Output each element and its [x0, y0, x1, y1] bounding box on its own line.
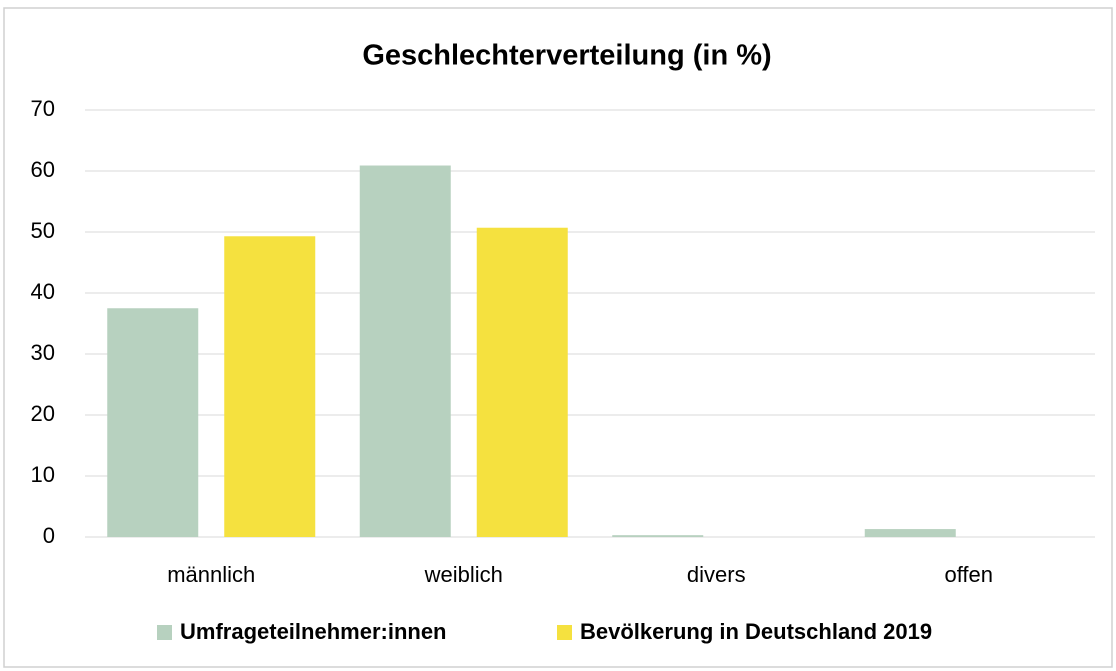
- bar: [476, 227, 568, 538]
- x-tick-label: divers: [687, 562, 746, 587]
- legend-swatch: [557, 625, 572, 640]
- x-tick-label: offen: [944, 562, 993, 587]
- x-tick-label: weiblich: [424, 562, 503, 587]
- x-tick-label: männlich: [167, 562, 255, 587]
- y-tick-label: 10: [31, 462, 55, 487]
- y-tick-label: 30: [31, 340, 55, 365]
- y-tick-label: 40: [31, 279, 55, 304]
- y-tick-label: 50: [31, 218, 55, 243]
- y-tick-label: 70: [31, 96, 55, 121]
- bar: [612, 535, 704, 537]
- legend-swatch: [157, 625, 172, 640]
- legend-label: Umfrageteilnehmer:innen: [180, 619, 447, 644]
- legend-label: Bevölkerung in Deutschland 2019: [580, 619, 932, 644]
- bar: [224, 236, 316, 537]
- y-tick-label: 20: [31, 401, 55, 426]
- bar: [864, 529, 956, 537]
- y-tick-label: 60: [31, 157, 55, 182]
- chart-title: Geschlechterverteilung (in %): [362, 40, 771, 72]
- bar: [107, 308, 199, 537]
- bar: [359, 165, 451, 537]
- y-tick-label: 0: [43, 523, 55, 548]
